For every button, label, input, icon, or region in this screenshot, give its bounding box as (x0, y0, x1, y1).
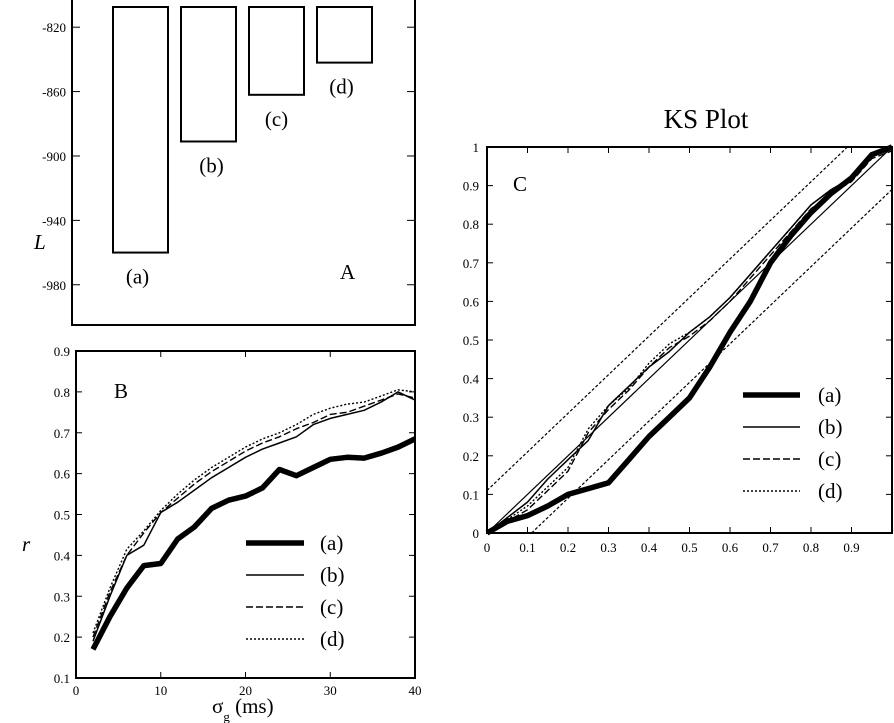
panel-c-y-tick-label: 0.2 (463, 449, 479, 464)
panel-b-series-line-1 (90, 436, 417, 651)
panel-c-y-tick-label: 1 (473, 140, 480, 155)
panel-c-series (485, 144, 893, 536)
panel-c-y-tick-label: 0.6 (463, 294, 480, 309)
panel-a-plot-frame (71, 0, 416, 326)
panel-c-x-tick-label: 0.6 (722, 540, 739, 555)
panel-c-y-tick-label: 0.9 (463, 179, 479, 194)
panel-c-series-line-3 (486, 150, 893, 534)
panel-c-y-tick-label: 0.3 (463, 410, 479, 425)
panel-c-legend-label: (b) (818, 415, 843, 439)
panel-a-y-axis-label: L (33, 230, 46, 254)
panel-c-x-tick-label: 0.7 (762, 540, 779, 555)
panel-c-y-tick-label: 0.8 (463, 217, 479, 232)
panel-b-series-line-2 (92, 391, 416, 642)
panel-b-x-tick-label: 30 (324, 683, 337, 698)
panel-a-y-tick-label: -940 (42, 213, 66, 228)
panel-c-legend-label: (d) (818, 479, 843, 503)
panel-c-legend: (a) (b) (c) (d) (740, 381, 860, 505)
panel-a-bar-chart: L A -820 -860 -900 -940 -980 (a) (b) (c) (d) (33, 0, 416, 326)
panel-a-bar (248, 6, 305, 96)
panel-c-legend-label: (c) (818, 447, 841, 471)
panel-c-label: C (513, 172, 527, 196)
panel-b-y-tick-label: 0.7 (54, 426, 71, 441)
panel-c-diagonal-line (486, 146, 893, 534)
panel-b-legend: (a) (b) (c) (d) (246, 531, 345, 651)
panel-b-line-chart: r σg (ms) B 0.10.20.30.40.50.60.70.80.90… (22, 344, 422, 723)
panel-b-legend-label: (d) (320, 627, 345, 651)
panel-c-ticks: 0 0.1 0.2 0.3 0.4 0.5 0.6 0.7 0.8 0.9 1 0 0.1 0.2 0.3 0… (463, 140, 892, 555)
panel-c-x-tick-label: 0.3 (600, 540, 616, 555)
panel-b-label: B (114, 379, 128, 403)
panel-b-y-tick-label: 0.8 (54, 385, 70, 400)
panel-b-legend-label: (a) (320, 531, 343, 555)
panel-c-x-tick-label: 0.5 (681, 540, 697, 555)
panel-b-legend-label: (b) (320, 563, 345, 587)
panel-a-bar (112, 6, 169, 254)
panel-a-bar (180, 6, 237, 143)
panel-b-series-line-4 (92, 389, 416, 634)
panel-a-bar-label: (b) (199, 153, 224, 177)
panel-c-y-tick-label: 0 (473, 526, 480, 541)
panel-c-ks-plot: KS Plot C 00.10.20.30.40.50.60.70.80.910… (463, 104, 893, 555)
panel-c-x-tick-label: 0 (484, 540, 491, 555)
panel-b-y-tick-label: 0.2 (54, 630, 70, 645)
panel-a-bar-label: (a) (126, 265, 149, 289)
panel-a-label: A (340, 260, 356, 284)
panel-a-ticks: -820 -860 -900 -940 -980 (42, 20, 415, 293)
panel-b-x-tick-label: 40 (409, 683, 422, 698)
panel-c-reference-lines (486, 146, 893, 534)
panel-c-x-tick-label: 0.9 (843, 540, 859, 555)
panel-c-confidence-bound (531, 189, 893, 534)
panel-c-x-tick-label: 0.2 (560, 540, 576, 555)
panel-b-y-tick-label: 0.9 (54, 344, 70, 359)
panel-b-series (90, 389, 417, 651)
panel-b-y-tick-label: 0.1 (54, 671, 70, 686)
panel-c-y-tick-label: 0.7 (463, 256, 480, 271)
panel-b-y-tick-label: 0.3 (54, 589, 70, 604)
panel-b-y-tick-label: 0.4 (54, 548, 71, 563)
panel-c-y-tick-label: 0.1 (463, 487, 479, 502)
panel-a-bar-label: (d) (329, 75, 354, 99)
panel-a-y-tick-label: -980 (42, 278, 66, 293)
panel-b-x-tick-label: 10 (154, 683, 167, 698)
panel-c-x-tick-label: 0.8 (803, 540, 819, 555)
panel-a-y-tick-label: -900 (42, 149, 66, 164)
panel-c-y-tick-label: 0.5 (463, 333, 479, 348)
panel-b-y-tick-label: 0.5 (54, 508, 70, 523)
panel-a-bar (316, 6, 373, 64)
panel-a-y-tick-label: -860 (42, 85, 66, 100)
panel-c-legend-label: (a) (818, 383, 841, 407)
panel-c-series-line-1 (485, 144, 893, 536)
panel-b-x-tick-label: 0 (73, 683, 80, 698)
panel-b-y-tick-label: 0.6 (54, 467, 71, 482)
panel-c-title: KS Plot (664, 104, 749, 134)
panel-c-confidence-bound (486, 146, 848, 491)
panel-c-series-line-4 (486, 146, 893, 534)
panel-c-x-tick-label: 0.4 (641, 540, 658, 555)
panel-b-series-line-3 (92, 393, 416, 638)
panel-b-ticks: 0.1 0.2 0.3 0.4 0.5 0.6 0.7 0.8 0.9 0 10 20 30 40 (54, 344, 422, 698)
panel-a-bars: (a) (b) (c) (d) (112, 6, 373, 289)
panel-c-x-tick-label: 0.1 (519, 540, 535, 555)
panel-a-y-tick-label: -820 (42, 20, 66, 35)
panel-a-bar-label: (c) (265, 107, 288, 131)
panel-b-x-axis-label: σg (ms) (212, 694, 274, 723)
panel-b-legend-label: (c) (320, 595, 343, 619)
panel-b-y-axis-label: r (22, 532, 31, 556)
panel-b-x-tick-label: 20 (239, 683, 252, 698)
panel-c-y-tick-label: 0.4 (463, 372, 480, 387)
